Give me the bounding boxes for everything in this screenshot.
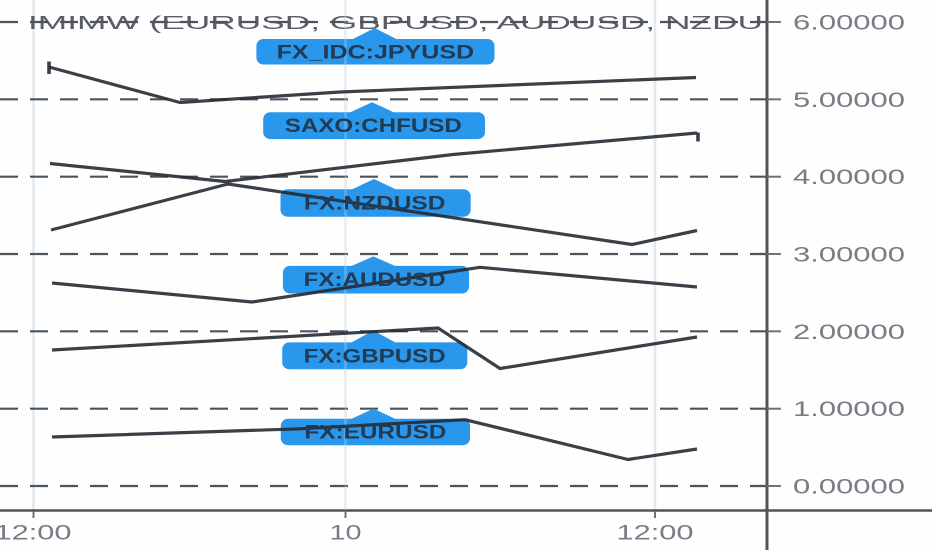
svg-text:FX:GBPUSD: FX:GBPUSD	[304, 346, 446, 367]
svg-text:5.00000: 5.00000	[793, 89, 905, 112]
svg-text:SAXO:CHFUSD: SAXO:CHFUSD	[285, 116, 462, 137]
svg-text:12:00: 12:00	[0, 522, 72, 545]
svg-text:3.00000: 3.00000	[793, 244, 905, 267]
svg-text:FX:AUDUSD: FX:AUDUSD	[304, 270, 446, 291]
svg-text:0.00000: 0.00000	[793, 476, 905, 499]
svg-text:12:00: 12:00	[617, 522, 694, 545]
svg-text:FX:NZDUSD: FX:NZDUSD	[304, 194, 446, 215]
svg-text:6.00000: 6.00000	[793, 12, 905, 35]
svg-text:1.00000: 1.00000	[793, 398, 905, 421]
svg-text:2.00000: 2.00000	[793, 321, 905, 344]
svg-text:4.00000: 4.00000	[793, 166, 905, 189]
svg-text:10: 10	[330, 522, 362, 545]
svg-text:FX:EURUSD: FX:EURUSD	[304, 423, 446, 444]
svg-text:FX_IDC:JPYUSD: FX_IDC:JPYUSD	[277, 42, 475, 63]
